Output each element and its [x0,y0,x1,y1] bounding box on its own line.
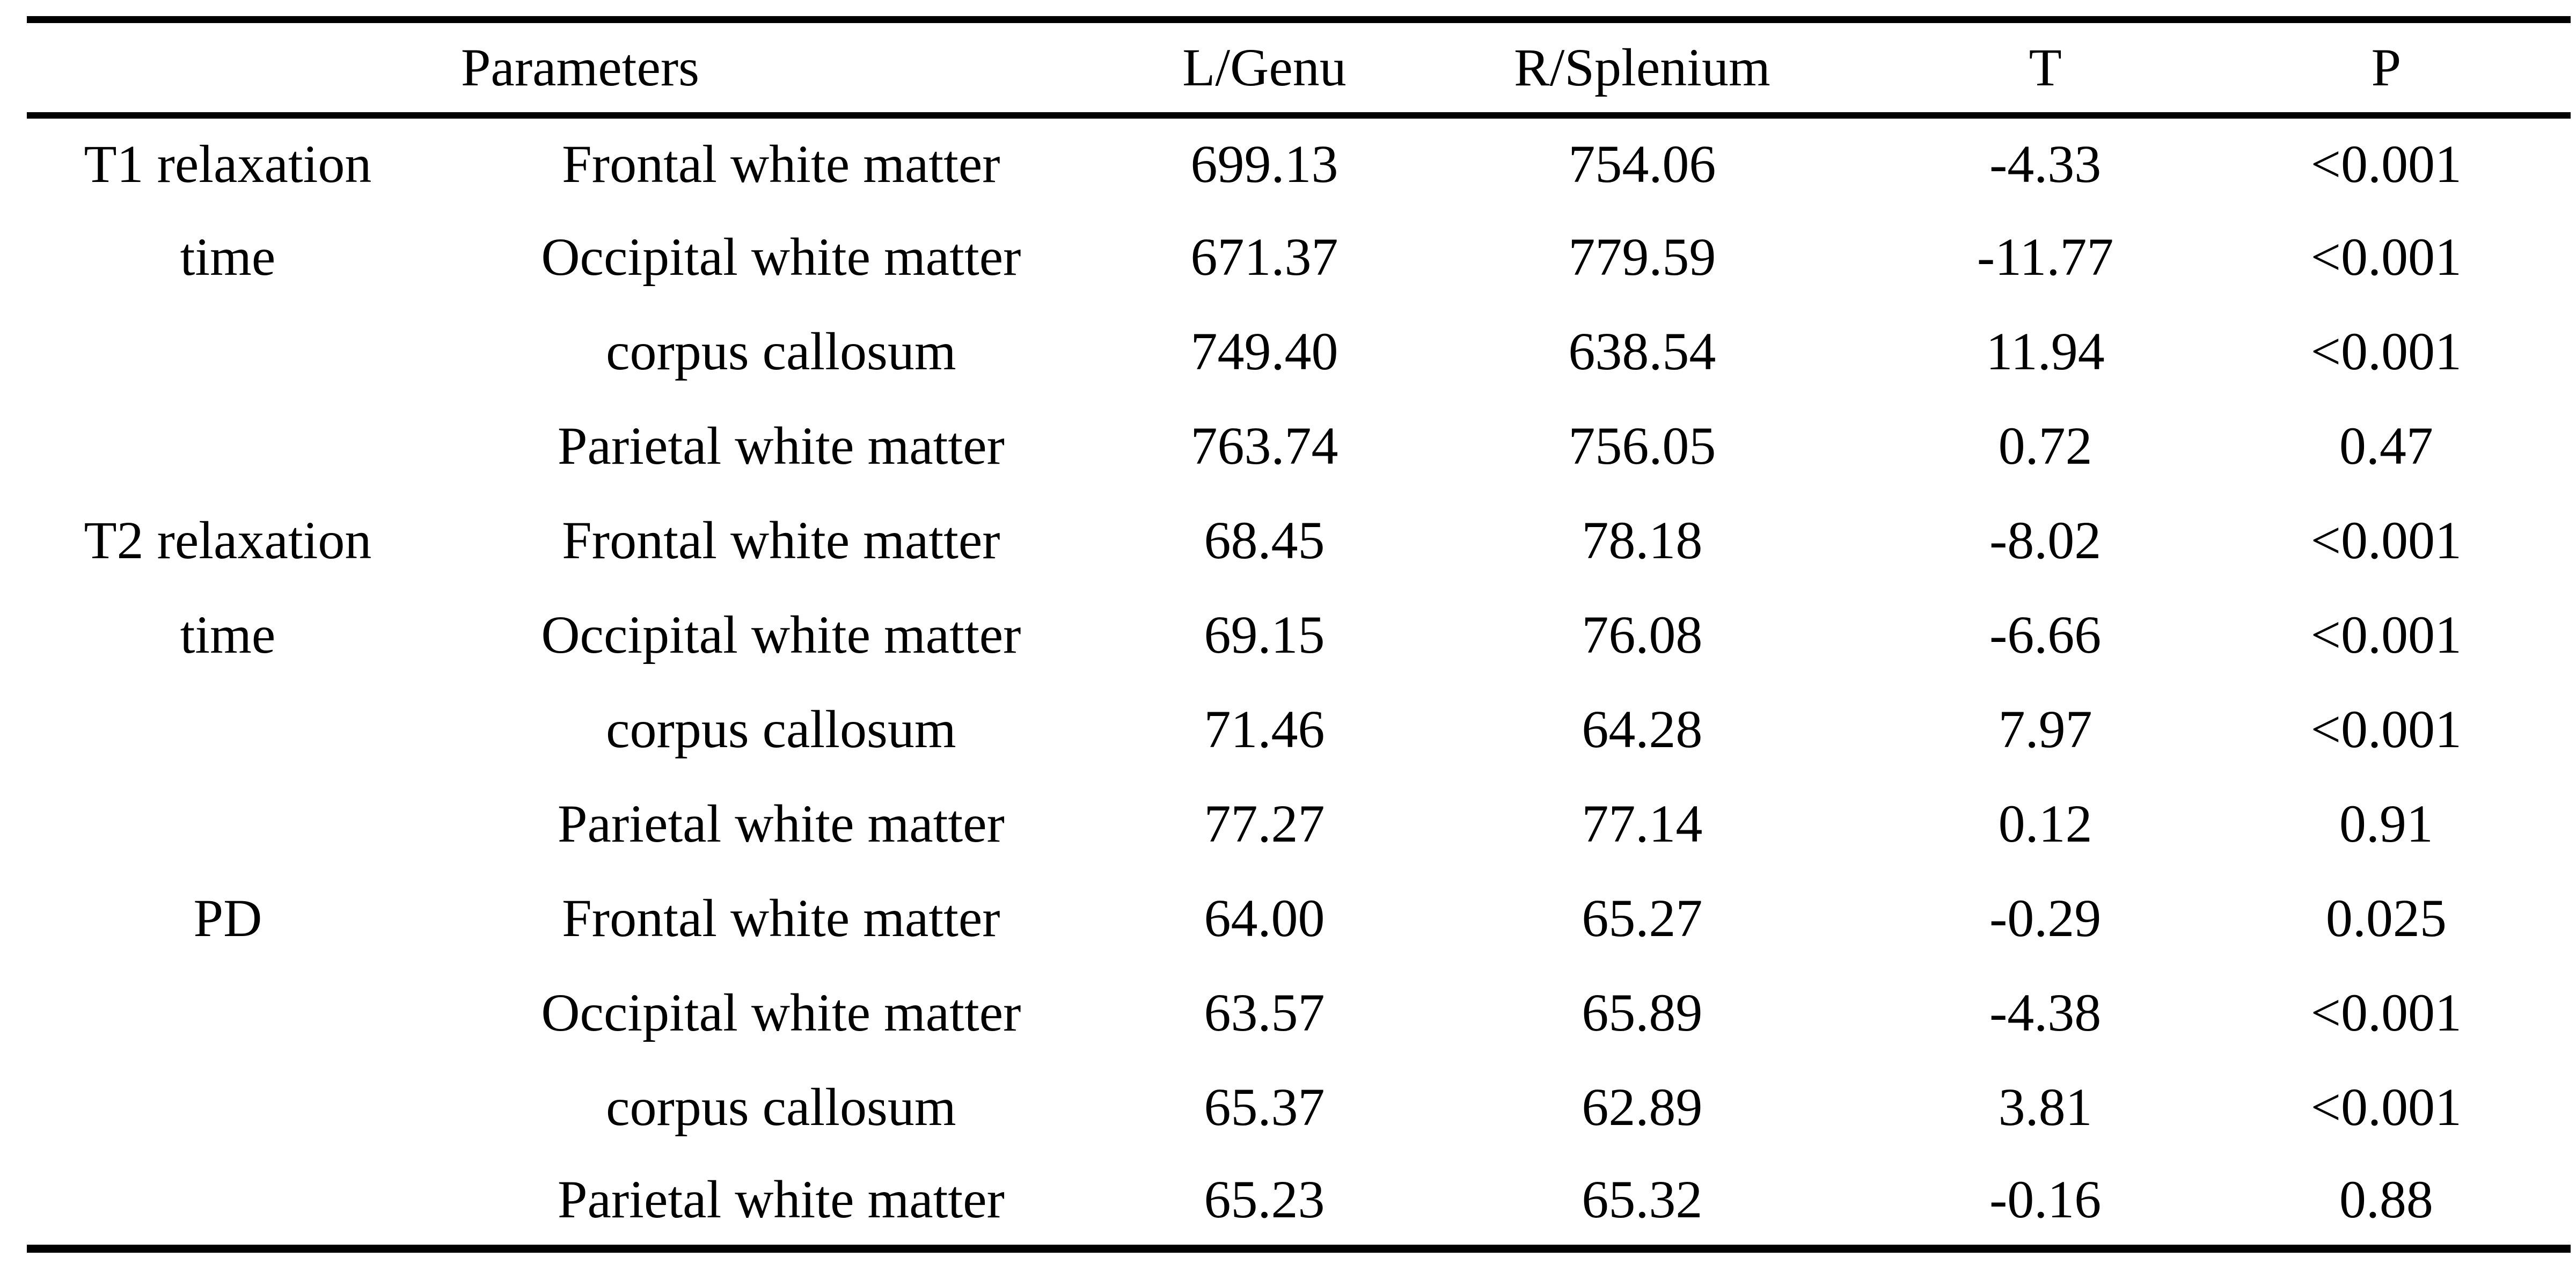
cell-region: Parietal white matter [557,793,1005,853]
table-row: time Occipital white matter 69.15 76.08 … [27,588,2571,682]
cell-group: time [180,604,276,664]
column-header-parameters: Parameters [27,19,1133,119]
cell-group [27,304,429,399]
cell-r-splenium: 65.27 [1582,888,1703,948]
cell-region: Parietal white matter [557,1169,1005,1229]
cell-group [27,777,429,871]
cell-l-genu: 749.40 [1190,321,1338,381]
table-row: Parietal white matter 763.74 756.05 0.72… [27,399,2571,493]
cell-r-splenium: 638.54 [1568,321,1716,381]
cell-t: -4.38 [1989,982,2102,1042]
cell-r-splenium: 78.18 [1582,510,1703,570]
cell-group: T2 relaxation [84,510,372,570]
cell-p: 0.025 [2325,888,2447,948]
cell-p: <0.001 [2310,699,2462,759]
cell-region: Occipital white matter [541,982,1021,1042]
cell-l-genu: 65.23 [1204,1169,1325,1229]
cell-t: -0.29 [1989,888,2102,948]
cell-p: 0.47 [2339,415,2433,476]
cell-t: -4.33 [1989,134,2102,194]
cell-r-splenium: 76.08 [1582,604,1703,664]
cell-group [27,399,429,493]
cell-l-genu: 77.27 [1204,793,1325,853]
table-body: T1 relaxation Frontal white matter 699.1… [27,115,2571,1249]
cell-l-genu: 68.45 [1204,510,1325,570]
cell-t: -0.16 [1989,1169,2102,1229]
mri-parameters-table: Parameters L/Genu R/Splenium T P T1 rela… [27,16,2571,1253]
cell-r-splenium: 756.05 [1568,415,1716,476]
cell-p: 0.88 [2339,1169,2433,1229]
cell-region: Frontal white matter [562,134,1000,194]
table-row: corpus callosum 71.46 64.28 7.97 <0.001 [27,682,2571,777]
column-header-l-genu: L/Genu [1133,19,1396,119]
cell-t: 7.97 [1998,699,2092,759]
cell-region: Parietal white matter [557,415,1005,476]
cell-r-splenium: 65.32 [1582,1169,1703,1229]
cell-group: PD [193,888,262,948]
cell-l-genu: 65.37 [1204,1077,1325,1137]
table-row: corpus callosum 749.40 638.54 11.94 <0.0… [27,304,2571,399]
cell-l-genu: 69.15 [1204,604,1325,664]
cell-t: 0.12 [1998,793,2092,853]
cell-region: corpus callosum [606,321,956,381]
cell-region: Occipital white matter [541,604,1021,664]
cell-region: Frontal white matter [562,888,1000,948]
cell-group [27,1060,429,1155]
table-row: Occipital white matter 63.57 65.89 -4.38… [27,966,2571,1060]
cell-r-splenium: 65.89 [1582,982,1703,1042]
cell-r-splenium: 754.06 [1568,134,1716,194]
cell-r-splenium: 779.59 [1568,227,1716,287]
cell-region: corpus callosum [606,1077,956,1137]
cell-group [27,682,429,777]
cell-r-splenium: 62.89 [1582,1077,1703,1137]
cell-l-genu: 763.74 [1190,415,1338,476]
cell-group [27,966,429,1060]
table-row: T1 relaxation Frontal white matter 699.1… [27,115,2571,210]
cell-p: <0.001 [2310,321,2462,381]
cell-t: -8.02 [1989,510,2102,570]
cell-p: <0.001 [2310,134,2462,194]
cell-r-splenium: 64.28 [1582,699,1703,759]
cell-t: -11.77 [1977,227,2114,287]
cell-l-genu: 64.00 [1204,888,1325,948]
cell-p: <0.001 [2310,227,2462,287]
cell-region: Occipital white matter [541,227,1021,287]
cell-r-splenium: 77.14 [1582,793,1703,853]
cell-t: 11.94 [1986,321,2105,381]
cell-group: T1 relaxation [84,134,372,194]
table-row: Parietal white matter 77.27 77.14 0.12 0… [27,777,2571,871]
cell-region: Frontal white matter [562,510,1000,570]
column-header-t: T [1889,19,2202,119]
cell-l-genu: 699.13 [1190,134,1338,194]
cell-group [27,1155,429,1249]
table-row: corpus callosum 65.37 62.89 3.81 <0.001 [27,1060,2571,1155]
table-row: time Occipital white matter 671.37 779.5… [27,210,2571,304]
cell-p: <0.001 [2310,510,2462,570]
cell-group: time [180,227,276,287]
table-header: Parameters L/Genu R/Splenium T P [27,19,2571,119]
column-header-p: P [2201,19,2571,119]
cell-l-genu: 671.37 [1190,227,1338,287]
column-header-r-splenium: R/Splenium [1395,19,1889,119]
table-row: T2 relaxation Frontal white matter 68.45… [27,493,2571,588]
cell-t: 3.81 [1998,1077,2092,1137]
cell-t: 0.72 [1998,415,2092,476]
cell-region: corpus callosum [606,699,956,759]
cell-l-genu: 71.46 [1204,699,1325,759]
cell-p: <0.001 [2310,1077,2462,1137]
table-row: PD Frontal white matter 64.00 65.27 -0.2… [27,871,2571,966]
cell-l-genu: 63.57 [1204,982,1325,1042]
cell-p: 0.91 [2339,793,2433,853]
cell-p: <0.001 [2310,604,2462,664]
header-row: Parameters L/Genu R/Splenium T P [27,19,2571,119]
cell-p: <0.001 [2310,982,2462,1042]
table-row: Parietal white matter 65.23 65.32 -0.16 … [27,1155,2571,1249]
cell-t: -6.66 [1989,604,2102,664]
